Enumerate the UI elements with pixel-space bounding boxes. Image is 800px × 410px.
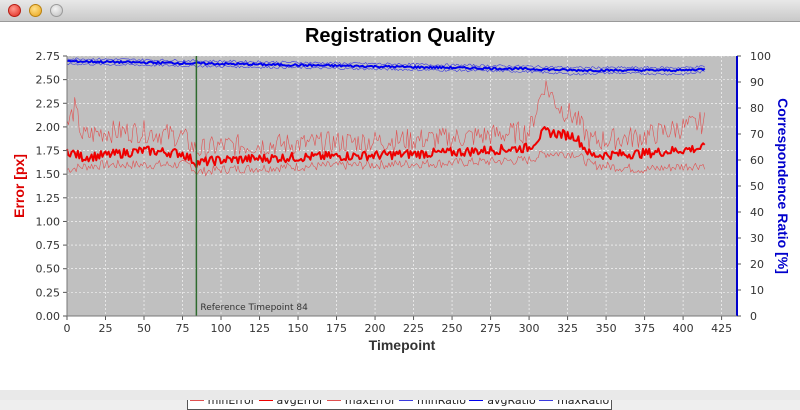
left-y-tick-label: 2.75 (36, 50, 61, 63)
x-tick-label: 225 (403, 322, 424, 335)
series-layer (66, 57, 706, 177)
chart-panel: Registration Quality Reference Timepoint… (0, 22, 800, 410)
right-y-tick-label: 10 (750, 284, 764, 297)
x-tick-label: 200 (365, 322, 386, 335)
right-y-tick-label: 90 (750, 76, 764, 89)
x-tick-label: 125 (249, 322, 270, 335)
left-y-tick-label: 1.50 (36, 168, 61, 181)
right-y-tick-label: 40 (750, 206, 764, 219)
x-tick-label: 175 (326, 322, 347, 335)
right-axis-label: Correspondence Ratio [%] (775, 98, 791, 274)
series-line-minError (66, 150, 705, 177)
close-window-button[interactable] (8, 4, 21, 17)
left-y-tick-label: 2.00 (36, 121, 61, 134)
x-tick-label: 75 (176, 322, 190, 335)
axes: 0 25 50 75 100 125 150 175 200 225 250 275 300 325 350… (36, 50, 772, 335)
series-line-minRatio (66, 62, 705, 76)
plot-area (67, 56, 737, 316)
series-line-maxError (66, 80, 705, 161)
x-tick-label: 275 (480, 322, 501, 335)
reference-label: Reference Timepoint 84 (200, 303, 308, 313)
series-line-maxRatio (66, 57, 705, 70)
x-tick-label: 100 (211, 322, 232, 335)
x-tick-label: 425 (711, 322, 732, 335)
x-tick-label: 375 (634, 322, 655, 335)
right-y-tick-label: 60 (750, 154, 764, 167)
maximize-window-button[interactable] (50, 4, 63, 17)
right-y-tick-label: 20 (750, 258, 764, 271)
left-y-tick-label: 1.00 (36, 215, 61, 228)
x-tick-label: 250 (442, 322, 463, 335)
window-bottom (0, 390, 800, 400)
x-axis-label: Timepoint (369, 337, 436, 353)
right-y-tick-label: 80 (750, 102, 764, 115)
left-y-tick-label: 2.25 (36, 97, 61, 110)
series-line-avgRatio (66, 59, 706, 73)
right-y-tick-label: 100 (750, 50, 771, 63)
x-tick-label: 350 (596, 322, 617, 335)
x-tick-label: 25 (99, 322, 113, 335)
right-y-tick-label: 70 (750, 128, 764, 141)
left-y-tick-label: 0.25 (36, 286, 61, 299)
series-line-avgError (66, 126, 706, 169)
right-y-tick-label: 30 (750, 232, 764, 245)
x-tick-label: 300 (519, 322, 540, 335)
x-tick-label: 325 (557, 322, 578, 335)
left-y-tick-label: 1.25 (36, 192, 61, 205)
left-y-tick-label: 2.50 (36, 74, 61, 87)
left-y-tick-label: 1.75 (36, 145, 61, 158)
chart-title: Registration Quality (304, 25, 496, 47)
right-y-tick-label: 50 (750, 180, 764, 193)
right-y-tick-label: 0 (750, 310, 757, 323)
chart-svg: Reference Timepoint 84 0 25 50 75 100 125 150 1… (11, 50, 791, 353)
minimize-window-button[interactable] (29, 4, 42, 17)
left-y-tick-label: 0.75 (36, 239, 61, 252)
x-tick-label: 150 (288, 322, 309, 335)
x-tick-label: 50 (137, 322, 151, 335)
reference-layer: Reference Timepoint 84 (195, 56, 308, 316)
x-tick-label: 0 (64, 322, 71, 335)
window-titlebar (0, 0, 800, 22)
left-y-tick-label: 0.00 (36, 310, 61, 323)
x-tick-label: 400 (673, 322, 694, 335)
left-axis-label: Error [px] (11, 154, 27, 218)
left-y-tick-label: 0.50 (36, 263, 61, 276)
